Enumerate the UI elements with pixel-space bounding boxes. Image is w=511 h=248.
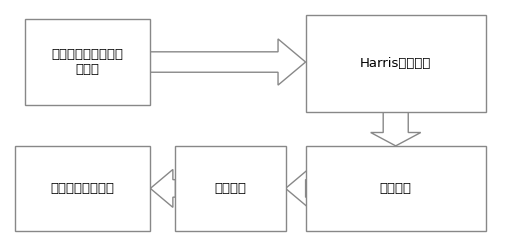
- Polygon shape: [370, 112, 421, 146]
- Text: 多幅图像全局优化: 多幅图像全局优化: [51, 182, 115, 195]
- Polygon shape: [150, 39, 306, 85]
- FancyBboxPatch shape: [175, 146, 286, 231]
- Polygon shape: [286, 169, 308, 207]
- Polygon shape: [150, 169, 175, 207]
- Text: Harris角点提取: Harris角点提取: [360, 57, 431, 70]
- Text: 外参计算: 外参计算: [215, 182, 246, 195]
- Text: 内参计算: 内参计算: [380, 182, 412, 195]
- Text: 拍摄多幅清晰的标定
板图像: 拍摄多幅清晰的标定 板图像: [52, 48, 124, 76]
- FancyBboxPatch shape: [25, 20, 150, 105]
- FancyBboxPatch shape: [306, 15, 486, 112]
- FancyBboxPatch shape: [15, 146, 150, 231]
- FancyBboxPatch shape: [306, 146, 486, 231]
